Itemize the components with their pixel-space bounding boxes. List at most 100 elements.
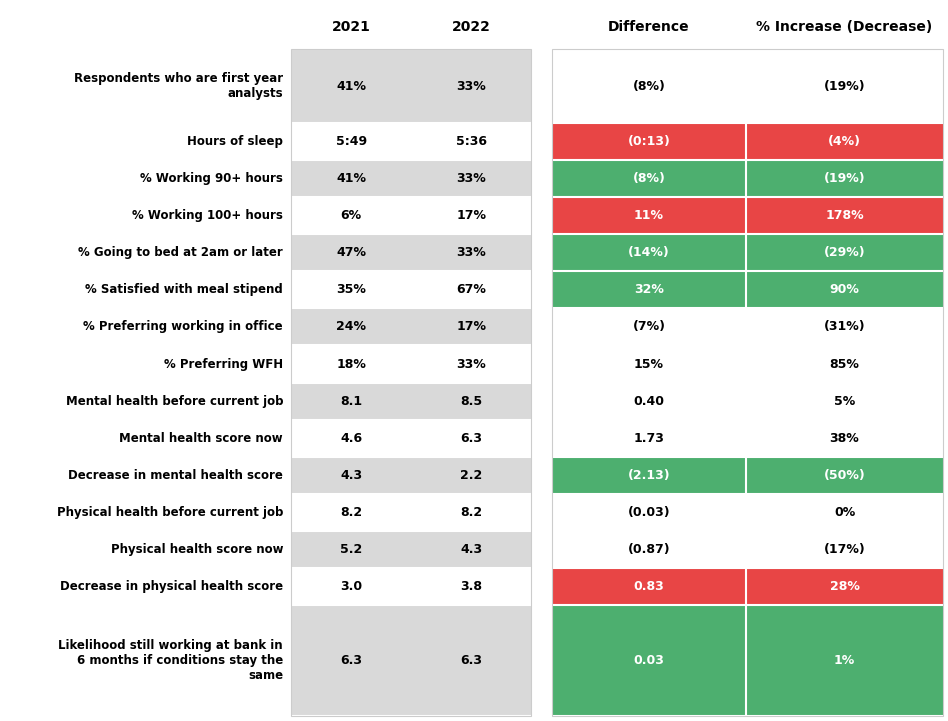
Bar: [411, 531, 531, 568]
Bar: [552, 345, 746, 383]
Bar: [746, 568, 943, 605]
Text: 4.6: 4.6: [340, 432, 362, 445]
Bar: [5, 345, 291, 383]
Text: Physical health before current job: Physical health before current job: [57, 505, 283, 518]
Text: % Satisfied with meal stipend: % Satisfied with meal stipend: [85, 283, 283, 296]
Text: 6.3: 6.3: [460, 654, 483, 667]
Bar: [552, 494, 746, 531]
Bar: [552, 123, 746, 160]
Bar: [531, 123, 552, 160]
Text: (0.87): (0.87): [628, 543, 670, 556]
Bar: [411, 456, 531, 494]
Bar: [746, 160, 943, 198]
Bar: [291, 568, 411, 605]
Text: 8.2: 8.2: [460, 505, 483, 518]
Bar: [291, 49, 531, 716]
Bar: [411, 494, 531, 531]
Bar: [411, 605, 531, 716]
Bar: [411, 234, 531, 271]
Text: 41%: 41%: [337, 79, 366, 92]
Bar: [552, 531, 746, 568]
Text: 0.40: 0.40: [633, 394, 665, 407]
Bar: [531, 49, 552, 123]
Text: 8.1: 8.1: [340, 394, 362, 407]
Bar: [746, 531, 943, 568]
Text: 3.0: 3.0: [340, 580, 362, 593]
Text: (19%): (19%): [824, 79, 866, 92]
Text: (4%): (4%): [828, 136, 861, 149]
Bar: [746, 123, 943, 160]
Bar: [531, 198, 552, 234]
Text: 6.3: 6.3: [460, 432, 483, 445]
Bar: [746, 271, 943, 309]
Text: 6%: 6%: [340, 209, 362, 222]
Bar: [746, 345, 943, 383]
Text: Difference: Difference: [608, 20, 690, 34]
Text: (7%): (7%): [632, 320, 665, 334]
Text: % Preferring working in office: % Preferring working in office: [83, 320, 283, 334]
Text: Respondents who are first year
analysts: Respondents who are first year analysts: [74, 72, 283, 100]
Bar: [291, 456, 411, 494]
Text: 5%: 5%: [834, 394, 855, 407]
Text: 178%: 178%: [825, 209, 864, 222]
Bar: [291, 271, 411, 309]
Text: Hours of sleep: Hours of sleep: [187, 136, 283, 149]
Bar: [552, 420, 746, 456]
Text: 35%: 35%: [337, 283, 366, 296]
Bar: [5, 198, 291, 234]
Bar: [5, 383, 291, 420]
Text: Decrease in physical health score: Decrease in physical health score: [60, 580, 283, 593]
Bar: [291, 49, 411, 123]
Bar: [291, 531, 411, 568]
Bar: [531, 234, 552, 271]
Bar: [531, 271, 552, 309]
Text: 5.2: 5.2: [340, 543, 362, 556]
Bar: [531, 605, 552, 716]
Bar: [291, 309, 411, 345]
Text: 33%: 33%: [456, 247, 486, 260]
Bar: [552, 456, 746, 494]
Bar: [552, 568, 746, 605]
Bar: [5, 494, 291, 531]
Text: (0.03): (0.03): [628, 505, 670, 518]
Text: 17%: 17%: [456, 209, 486, 222]
Bar: [746, 420, 943, 456]
Text: (19%): (19%): [824, 172, 866, 185]
Bar: [291, 605, 411, 716]
Bar: [291, 234, 411, 271]
Bar: [746, 234, 943, 271]
Bar: [552, 160, 746, 198]
Bar: [411, 309, 531, 345]
Text: (8%): (8%): [632, 172, 665, 185]
Text: % Working 100+ hours: % Working 100+ hours: [132, 209, 283, 222]
Text: (8%): (8%): [632, 79, 665, 92]
Text: 15%: 15%: [634, 358, 664, 371]
Text: 8.5: 8.5: [460, 394, 483, 407]
Text: % Working 90+ hours: % Working 90+ hours: [140, 172, 283, 185]
Text: 32%: 32%: [634, 283, 664, 296]
Text: % Preferring WFH: % Preferring WFH: [164, 358, 283, 371]
Bar: [411, 160, 531, 198]
Bar: [746, 383, 943, 420]
Text: 41%: 41%: [337, 172, 366, 185]
Text: Physical health score now: Physical health score now: [111, 543, 283, 556]
Bar: [5, 5, 943, 49]
Bar: [531, 160, 552, 198]
Bar: [411, 568, 531, 605]
Bar: [746, 456, 943, 494]
Text: 17%: 17%: [456, 320, 486, 334]
Bar: [5, 160, 291, 198]
Text: (14%): (14%): [629, 247, 670, 260]
Bar: [5, 456, 291, 494]
Text: 2022: 2022: [452, 20, 491, 34]
Bar: [552, 49, 746, 123]
Text: 33%: 33%: [456, 172, 486, 185]
Bar: [531, 420, 552, 456]
Text: 11%: 11%: [634, 209, 664, 222]
Bar: [5, 568, 291, 605]
Text: (29%): (29%): [824, 247, 866, 260]
Text: 3.8: 3.8: [460, 580, 483, 593]
Bar: [411, 198, 531, 234]
Text: 24%: 24%: [337, 320, 366, 334]
Bar: [552, 234, 746, 271]
